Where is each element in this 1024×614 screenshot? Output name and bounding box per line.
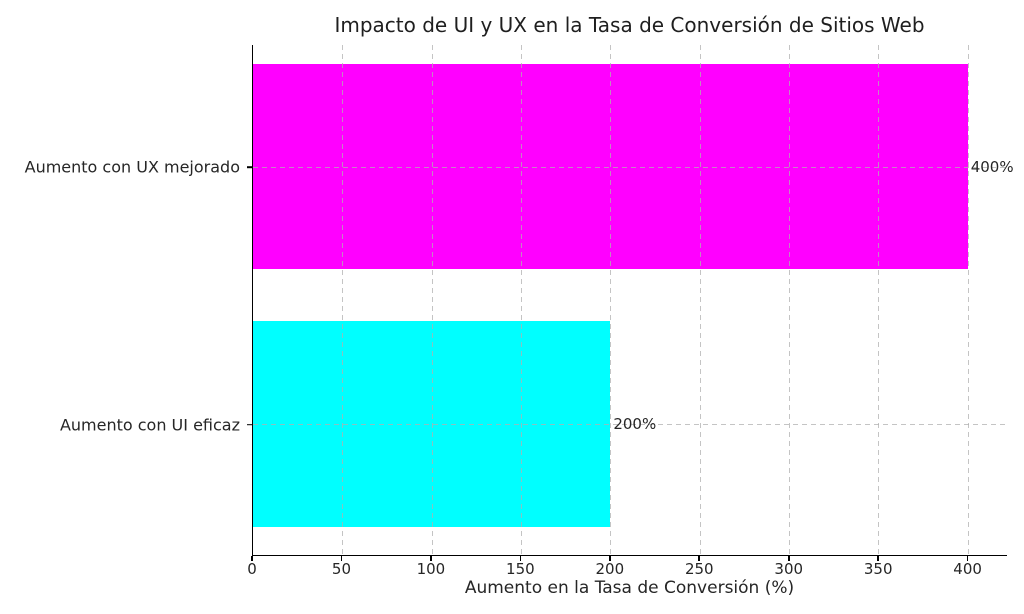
x-tick-mark [251,556,253,561]
x-tick-label: 50 [331,560,351,578]
gridline-vertical [699,45,701,555]
x-tick-mark [787,556,790,561]
gridline-vertical [789,45,791,555]
gridline-vertical [878,45,880,555]
gridline-vertical [610,45,612,555]
x-tick-mark [609,556,611,561]
x-tick-label: 200 [595,560,625,578]
x-tick-mark [519,556,522,561]
y-tick-label: Aumento con UX mejorado [24,157,240,177]
x-tick-mark [698,556,701,561]
x-tick-label: 150 [506,560,535,578]
y-tick-mark [247,166,252,168]
y-tick-label: Aumento con UI eficaz [59,415,240,435]
x-tick-mark [966,556,969,561]
x-tick-mark [430,556,432,561]
chart-title: Impacto de UI y UX en la Tasa de Convers… [334,13,925,37]
x-tick-label: 0 [247,560,257,578]
x-tick-label: 250 [684,560,714,578]
bar-value-label: 400% [970,157,1014,176]
gridline-vertical [521,45,522,555]
bar-value-label: 200% [613,414,657,433]
x-tick-label: 400 [953,560,982,578]
gridline-vertical [431,45,433,555]
gridline-horizontal [253,166,1007,168]
plot-area: 400% 200% [252,45,1014,556]
x-tick-label: 350 [863,560,893,578]
x-tick-label: 100 [416,560,446,578]
gridline-horizontal [253,423,1007,425]
gridline-vertical [967,45,969,555]
x-tick-mark [877,556,879,561]
x-tick-mark [340,556,343,561]
y-tick-mark [247,423,252,426]
gridline-vertical [342,45,344,555]
x-axis-label: Aumento en la Tasa de Conversión (%) [464,578,795,598]
x-tick-label: 300 [774,560,804,578]
